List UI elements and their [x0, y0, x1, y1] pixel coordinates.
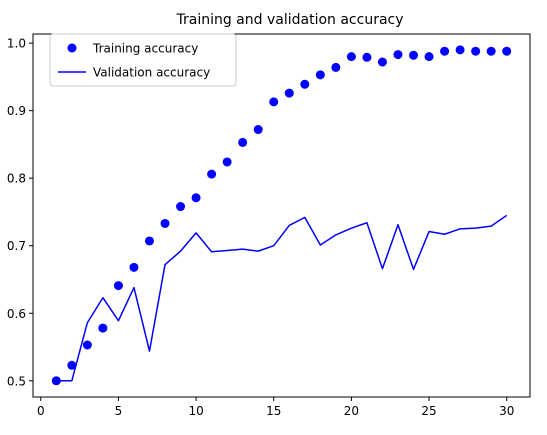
axes: 0 5 10 15 20 25 30 0.5 0.6 0.7 0.8 0.9 1.0	[7, 33, 531, 418]
training-accuracy-point	[377, 57, 387, 67]
x-tick-label: 25	[421, 404, 436, 418]
training-accuracy-point	[222, 157, 232, 167]
validation-accuracy-line	[56, 214, 508, 382]
x-tick-label: 0	[37, 404, 45, 418]
x-tick-label: 20	[344, 404, 359, 418]
y-tick-label: 1.0	[7, 37, 26, 51]
x-tick-label: 15	[266, 404, 281, 418]
legend-marker-training	[67, 43, 77, 53]
training-accuracy-point	[144, 236, 154, 246]
series-layer	[51, 45, 512, 386]
legend-box	[49, 33, 237, 87]
training-accuracy-point	[440, 46, 450, 56]
y-tick-label: 0.9	[7, 104, 26, 118]
x-tick-label: 5	[115, 404, 123, 418]
legend: Training accuracy Validation accuracy	[49, 33, 237, 87]
training-accuracy-point	[269, 97, 279, 107]
training-accuracy-point	[67, 360, 77, 370]
training-accuracy-point	[502, 46, 512, 56]
training-accuracy-point	[207, 169, 217, 179]
y-tick-label: 0.6	[7, 307, 26, 321]
training-accuracy-point	[98, 323, 108, 333]
chart-title: Training and validation accuracy	[175, 12, 403, 28]
legend-label-training: Training accuracy	[92, 42, 198, 56]
training-accuracy-point	[300, 79, 310, 89]
training-accuracy-point	[51, 376, 61, 386]
training-accuracy-point	[331, 62, 341, 72]
plot-frame	[32, 33, 531, 398]
training-accuracy-point	[129, 262, 139, 272]
training-accuracy-point	[346, 52, 356, 62]
training-accuracy-point	[315, 70, 325, 80]
training-accuracy-point	[238, 137, 248, 147]
training-accuracy-point	[191, 193, 201, 203]
training-accuracy-point	[160, 218, 170, 228]
training-accuracy-point	[176, 202, 186, 212]
training-accuracy-point	[82, 340, 92, 350]
training-accuracy-point	[471, 46, 481, 56]
training-accuracy-point	[409, 50, 419, 60]
y-tick-label: 0.7	[7, 239, 26, 253]
training-accuracy-point	[113, 281, 123, 291]
x-tick-label: 30	[499, 404, 514, 418]
y-tick-label: 0.5	[7, 374, 26, 388]
training-accuracy-point	[424, 52, 434, 62]
y-tick-label: 0.8	[7, 172, 26, 186]
x-tick-label: 10	[188, 404, 203, 418]
training-accuracy-point	[362, 52, 372, 62]
training-accuracy-point	[284, 88, 294, 98]
training-accuracy-point	[393, 50, 403, 60]
training-accuracy-point	[253, 125, 263, 135]
training-accuracy-point	[486, 46, 496, 56]
legend-label-validation: Validation accuracy	[93, 66, 210, 80]
training-accuracy-point	[455, 45, 465, 55]
